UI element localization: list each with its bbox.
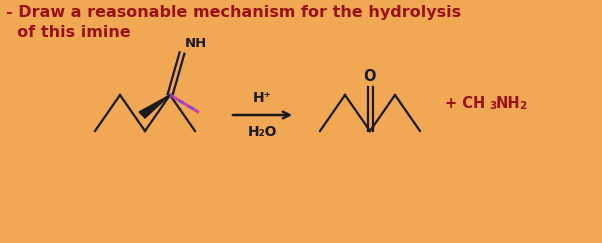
Text: NH: NH <box>496 95 521 111</box>
Text: - Draw a reasonable mechanism for the hydrolysis: - Draw a reasonable mechanism for the hy… <box>6 5 461 20</box>
Text: + CH: + CH <box>445 95 485 111</box>
Text: 3: 3 <box>489 101 496 111</box>
Polygon shape <box>139 95 170 118</box>
Text: H⁺: H⁺ <box>253 91 272 105</box>
Text: 2: 2 <box>519 101 526 111</box>
Text: of this imine: of this imine <box>6 25 131 40</box>
Text: H₂O: H₂O <box>248 125 278 139</box>
Text: O: O <box>364 69 376 84</box>
Text: NH: NH <box>185 37 207 50</box>
